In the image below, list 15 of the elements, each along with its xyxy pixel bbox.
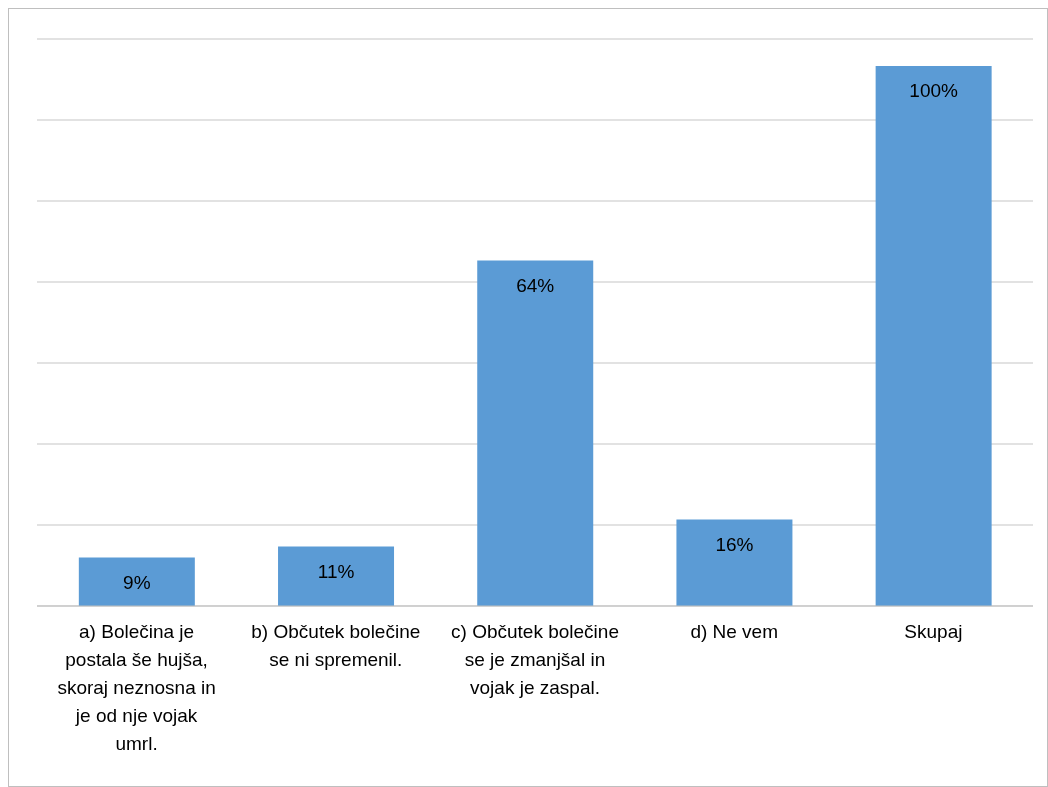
x-tick-label: b) Občutek bolečine se ni spremenil.: [251, 621, 421, 670]
bar: [278, 546, 395, 606]
x-tick-label: c) Občutek bolečine se je zmanjšal in vojak je zaspal.: [451, 621, 619, 698]
bar: [875, 66, 992, 606]
bar: [676, 519, 793, 606]
x-tick-label: d) Ne vem: [690, 621, 779, 642]
data-label: 64%: [516, 274, 555, 296]
x-tick-label: Skupaj: [904, 621, 963, 642]
bar: [78, 557, 195, 606]
bar: [477, 260, 594, 606]
data-label: 9%: [123, 571, 151, 593]
x-tick-label: a) Bolečina je postala še hujša, skoraj neznosna in je od nje vojak umrl.: [57, 621, 216, 754]
data-label: 11%: [317, 561, 355, 583]
data-label: 100%: [909, 80, 959, 102]
data-label: 16%: [715, 534, 754, 556]
